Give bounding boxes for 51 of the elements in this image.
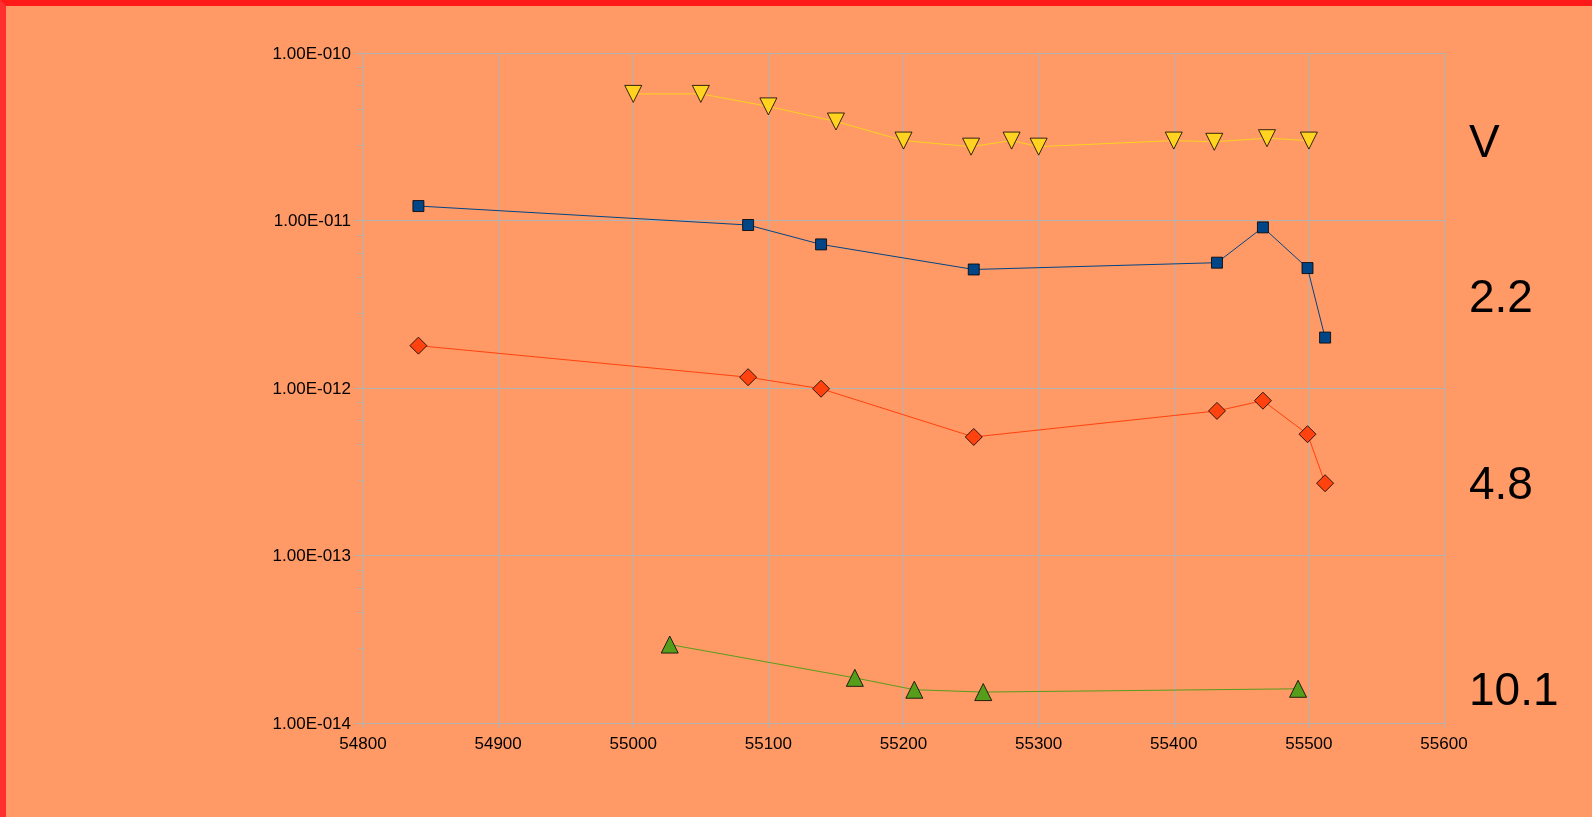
point bbox=[962, 137, 980, 156]
text: 4.8 bbox=[1469, 457, 1533, 510]
point bbox=[905, 680, 924, 699]
point bbox=[742, 219, 755, 231]
point bbox=[1298, 425, 1317, 444]
point bbox=[974, 683, 993, 701]
point bbox=[624, 84, 643, 103]
point bbox=[1029, 137, 1048, 156]
x-tick-label: 54900 bbox=[474, 734, 522, 753]
x-tick-label: 55600 bbox=[1420, 734, 1468, 753]
point bbox=[1205, 132, 1224, 151]
point bbox=[660, 635, 679, 654]
y-tick-label: 1.00E-013 bbox=[272, 546, 351, 565]
point bbox=[409, 336, 428, 355]
x-tick-label: 55100 bbox=[744, 734, 793, 753]
point bbox=[1211, 256, 1223, 269]
point bbox=[812, 379, 830, 398]
point bbox=[967, 263, 980, 276]
point bbox=[759, 97, 778, 116]
y-tick-label: 1.00E-012 bbox=[272, 378, 351, 398]
text: 10.1 bbox=[1469, 662, 1559, 715]
x-tick-label: 55200 bbox=[879, 734, 928, 753]
point bbox=[691, 84, 710, 103]
y-tick-label: 1.00E-014 bbox=[272, 713, 351, 733]
point bbox=[845, 668, 864, 687]
point bbox=[1289, 679, 1307, 698]
point bbox=[1316, 474, 1334, 493]
point bbox=[815, 238, 827, 251]
x-tick-label: 55400 bbox=[1150, 734, 1198, 753]
point bbox=[1258, 129, 1276, 148]
point bbox=[1208, 401, 1226, 420]
x-tick-label: 55000 bbox=[609, 734, 657, 753]
point bbox=[1002, 131, 1021, 150]
point bbox=[894, 131, 913, 150]
text: V bbox=[1469, 114, 1500, 167]
point bbox=[1257, 221, 1269, 234]
point bbox=[1301, 262, 1314, 274]
x-tick-label: 55500 bbox=[1285, 734, 1333, 753]
point bbox=[412, 200, 425, 212]
point bbox=[739, 368, 758, 387]
point bbox=[1164, 131, 1183, 150]
point bbox=[1254, 391, 1272, 410]
point bbox=[1299, 131, 1318, 150]
point bbox=[1319, 331, 1331, 344]
text: 2.2 bbox=[1469, 270, 1533, 323]
point bbox=[964, 428, 983, 446]
x-tick-label: 54800 bbox=[339, 734, 387, 753]
point bbox=[827, 112, 845, 131]
y-tick-label: 1.00E-010 bbox=[272, 43, 351, 63]
x-tick-label: 55300 bbox=[1014, 734, 1063, 753]
y-tick-label: 1.00E-011 bbox=[273, 211, 351, 230]
